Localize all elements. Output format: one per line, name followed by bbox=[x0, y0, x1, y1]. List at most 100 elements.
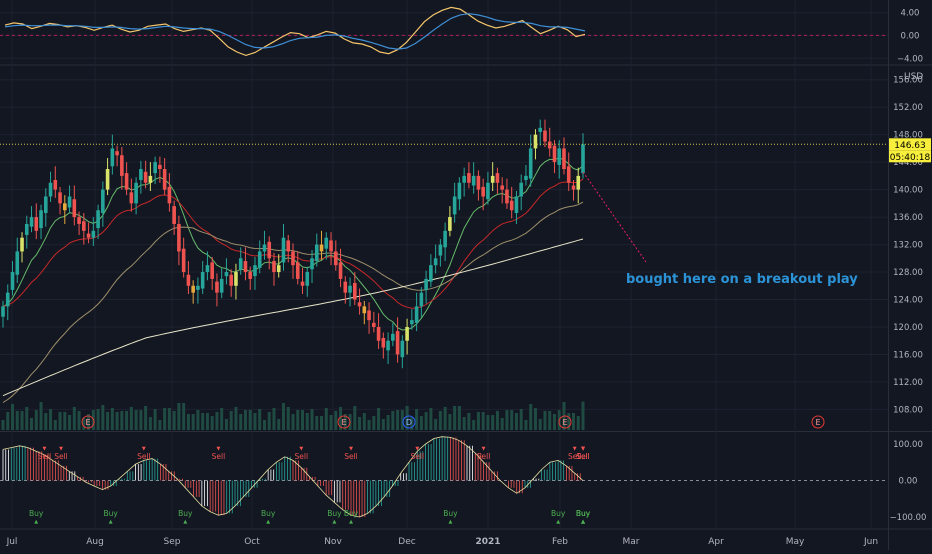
volume-bar bbox=[296, 410, 300, 430]
candle-body bbox=[314, 244, 319, 262]
buy-signal-label: Buy bbox=[327, 509, 342, 518]
volume-bar bbox=[229, 411, 233, 430]
candle-body bbox=[129, 192, 134, 204]
volume-bar bbox=[486, 415, 490, 430]
volume-bar bbox=[210, 416, 214, 430]
osc-y-tick: 4.00 bbox=[901, 9, 920, 19]
buy-signal-label: Buy bbox=[576, 509, 591, 518]
candle-body bbox=[291, 251, 295, 266]
candle-body bbox=[424, 278, 428, 290]
candle-body bbox=[229, 274, 233, 286]
buy-signal-arrow: ▲ bbox=[183, 519, 187, 525]
candle-body bbox=[224, 272, 229, 277]
volume-bar bbox=[505, 410, 509, 430]
buy-signal-label: Buy bbox=[551, 509, 566, 518]
candle-body bbox=[253, 265, 257, 277]
candle-body bbox=[357, 302, 362, 307]
sell-signal-label: Sell bbox=[212, 452, 226, 461]
candle-body bbox=[72, 199, 77, 218]
candle-body bbox=[34, 217, 39, 231]
candle-body bbox=[543, 130, 547, 142]
volume-bar bbox=[415, 409, 419, 430]
candle-body bbox=[405, 326, 409, 341]
volume-bar bbox=[177, 403, 181, 430]
volume-bar bbox=[277, 419, 281, 430]
volume-bar bbox=[301, 410, 305, 430]
candle-body bbox=[538, 127, 543, 132]
candle-body bbox=[476, 175, 481, 190]
sell-signal-arrow: ▼ bbox=[42, 446, 46, 452]
x-tick-label: Jun bbox=[863, 537, 878, 547]
volume-bar bbox=[438, 411, 442, 430]
volume-bar bbox=[15, 411, 19, 430]
volume-bar bbox=[500, 418, 504, 430]
volume-bar bbox=[410, 417, 414, 430]
volume-bar bbox=[353, 406, 357, 430]
sell-signal-label: Sell bbox=[344, 452, 358, 461]
candle-body bbox=[353, 283, 357, 300]
candle-body bbox=[338, 262, 343, 279]
volume-bar bbox=[220, 408, 224, 430]
candle-body bbox=[528, 148, 533, 179]
volume-bar bbox=[196, 410, 200, 430]
candle-body bbox=[82, 221, 86, 231]
candle-body bbox=[376, 326, 381, 341]
price-axis: 4.00 0.00 −4.00 156.00 152.00 148.00 144.00 140… bbox=[889, 9, 931, 523]
volume-bar bbox=[419, 416, 423, 430]
volume-bar bbox=[543, 411, 547, 430]
volume-bar bbox=[305, 413, 309, 430]
volume-bar bbox=[381, 419, 385, 430]
candle-body bbox=[276, 265, 281, 273]
currency-label: USD bbox=[904, 72, 923, 82]
candle-body bbox=[262, 244, 267, 252]
volume-bar bbox=[215, 412, 219, 430]
volume-bar bbox=[96, 409, 100, 430]
candle-body bbox=[429, 265, 433, 282]
candle-body bbox=[24, 223, 29, 235]
volume-bar bbox=[20, 411, 24, 430]
volume-bar bbox=[329, 415, 333, 430]
volume-bar bbox=[386, 415, 390, 430]
volume-bar bbox=[358, 417, 362, 430]
candle-body bbox=[5, 292, 10, 307]
volume-bar bbox=[291, 414, 295, 430]
volume-bar bbox=[267, 412, 271, 430]
price-y-tick: 132.00 bbox=[893, 241, 923, 251]
sell-signal-label: Sell bbox=[295, 452, 309, 461]
candle-body bbox=[333, 251, 338, 266]
event-marker-label: E bbox=[341, 418, 346, 427]
candle-body bbox=[101, 189, 105, 213]
volume-bar bbox=[476, 412, 480, 430]
candle-body bbox=[134, 182, 138, 204]
candle-body bbox=[243, 261, 248, 273]
volume-bar bbox=[524, 420, 528, 430]
volume-bar bbox=[25, 407, 29, 430]
candle-body bbox=[139, 169, 143, 181]
volume-bar bbox=[262, 420, 266, 430]
candle-body bbox=[1, 306, 5, 317]
ma-long-line bbox=[2, 238, 584, 397]
volume-bar bbox=[68, 415, 72, 430]
volume-bar bbox=[481, 412, 485, 430]
osc-y-tick: −4.00 bbox=[897, 54, 923, 64]
price-y-tick: 152.00 bbox=[893, 103, 923, 113]
volume-bar bbox=[110, 408, 114, 430]
buy-signal-label: Buy bbox=[576, 509, 591, 518]
buy-signal-label: Buy bbox=[576, 509, 591, 518]
candle-body bbox=[557, 148, 562, 165]
candle-body bbox=[219, 278, 224, 293]
candle-body bbox=[53, 180, 58, 190]
earnings-marker bbox=[811, 415, 825, 429]
candle-body bbox=[63, 203, 67, 211]
event-marker-label: E bbox=[815, 418, 820, 427]
candle-body bbox=[158, 164, 162, 170]
candle-body bbox=[462, 175, 466, 183]
candle-body bbox=[20, 237, 24, 252]
candle-body bbox=[372, 322, 376, 327]
earnings-marker bbox=[558, 415, 572, 429]
x-tick-label: May bbox=[786, 537, 805, 547]
volume-bar bbox=[153, 409, 157, 430]
osc-slow-line bbox=[4, 13, 586, 50]
x-tick-label: Jul bbox=[6, 537, 18, 547]
candle-body bbox=[67, 196, 72, 208]
